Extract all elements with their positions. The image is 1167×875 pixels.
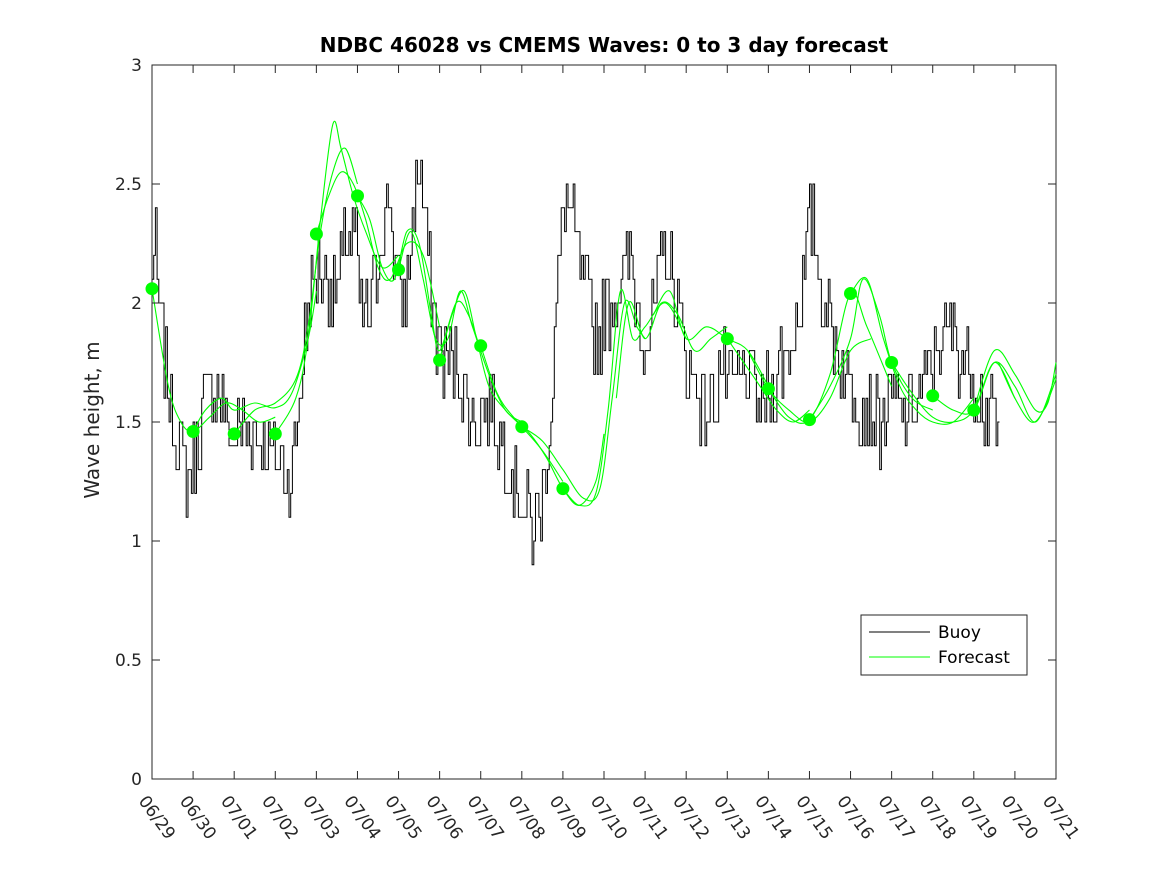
forecast-marker-4 (309, 227, 323, 241)
forecast-run-5 (357, 195, 482, 352)
forecast-marker-0 (145, 282, 159, 296)
y-tick-label-1: 0.5 (115, 651, 142, 671)
forecast-marker-1 (186, 425, 200, 438)
y-tick-label-4: 2 (131, 294, 142, 314)
forecast-run-9 (521, 299, 646, 502)
forecast-marker-10 (556, 482, 570, 496)
y-tick-label-3: 1.5 (115, 413, 142, 433)
forecast-run-8 (480, 345, 605, 506)
y-tick-label-0: 0 (131, 770, 142, 790)
legend: Buoy Forecast (860, 614, 1028, 676)
y-tick-label-2: 1 (131, 532, 142, 552)
forecast-run-1 (192, 291, 317, 432)
forecast-run-21 (997, 362, 1057, 423)
forecast-run-13 (726, 338, 810, 423)
forecast-markers (145, 189, 981, 496)
forecast-run-0 (151, 288, 276, 433)
forecast-marker-8 (474, 339, 488, 353)
forecast-marker-7 (433, 353, 447, 367)
forecast-marker-15 (885, 356, 899, 369)
chart-title: NDBC 46028 vs CMEMS Waves: 0 to 3 day fo… (320, 33, 889, 57)
y-axis-label: Wave height, m (80, 341, 104, 498)
forecast-run-11 (615, 301, 728, 399)
legend-forecast-label: Forecast (938, 648, 1010, 668)
forecast-marker-5 (351, 189, 364, 203)
forecast-run-3 (274, 120, 399, 435)
forecast-marker-3 (268, 427, 282, 441)
forecast-marker-11 (720, 332, 734, 346)
forecast-marker-6 (392, 263, 405, 277)
forecast-marker-17 (967, 403, 981, 417)
forecast-marker-16 (926, 389, 940, 403)
plot-area: 00.511.522.5306/2906/3007/0107/0207/0307… (115, 56, 1083, 844)
forecast-run-4 (315, 171, 441, 327)
forecast-marker-14 (844, 287, 857, 300)
legend-box (860, 614, 1028, 676)
y-tick-label-5: 2.5 (115, 175, 142, 195)
buoy-series (152, 159, 1000, 566)
forecast-run-20 (973, 348, 1057, 413)
forecast-run-2 (233, 147, 359, 435)
forecast-run-15 (767, 291, 893, 424)
forecast-marker-9 (515, 420, 529, 434)
forecast-marker-12 (761, 382, 775, 396)
forecast-marker-13 (803, 413, 816, 427)
y-tick-label-6: 3 (131, 56, 142, 76)
buoy-line (152, 159, 1000, 566)
forecast-marker-2 (227, 427, 241, 441)
forecast-run-10 (562, 288, 687, 507)
forecast-run-17 (850, 277, 975, 425)
legend-buoy-label: Buoy (938, 623, 981, 643)
